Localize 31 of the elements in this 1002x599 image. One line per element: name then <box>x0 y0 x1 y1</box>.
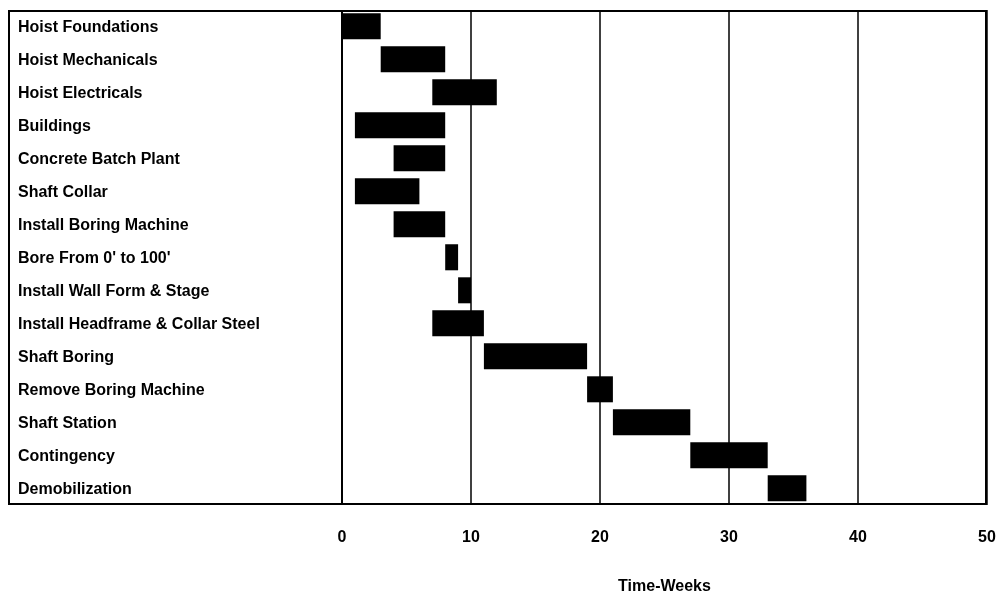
bar <box>393 211 446 238</box>
x-axis-title: Time-Weeks <box>618 577 711 594</box>
bar <box>483 343 588 370</box>
bar <box>612 409 691 436</box>
bar <box>354 112 446 139</box>
y-tick-label: Install Headframe & Collar Steel <box>18 314 260 332</box>
x-tick-label: 0 <box>337 528 347 546</box>
y-tick-label: Demobilization <box>18 479 132 497</box>
y-tick-label: Remove Boring Machine <box>18 380 205 398</box>
x-tick-label: 30 <box>720 528 738 546</box>
bar <box>445 244 459 271</box>
y-tick-label: Install Wall Form & Stage <box>18 281 210 299</box>
bar <box>393 145 446 172</box>
y-tick-label: Hoist Foundations <box>18 17 159 35</box>
bar <box>354 178 420 205</box>
y-tick-label: Hoist Electricals <box>18 83 143 101</box>
bar <box>767 475 807 502</box>
y-tick-label: Bore From 0' to 100' <box>18 248 171 266</box>
y-tick-label: Install Boring Machine <box>18 215 189 233</box>
y-tick-label: Contingency <box>18 446 115 464</box>
y-tick-label: Concrete Batch Plant <box>18 149 181 167</box>
y-tick-label: Shaft Station <box>18 413 117 431</box>
y-tick-label: Shaft Collar <box>18 182 108 200</box>
y-tick-label: Hoist Mechanicals <box>18 50 158 68</box>
x-tick-label: 20 <box>591 528 609 546</box>
x-tick-label: 40 <box>849 528 867 546</box>
y-tick-label: Buildings <box>18 116 91 134</box>
x-tick-label: 10 <box>462 528 480 546</box>
y-tick-label: Shaft Boring <box>18 347 114 365</box>
x-tick-label: 50 <box>978 528 996 546</box>
bar <box>380 46 446 73</box>
